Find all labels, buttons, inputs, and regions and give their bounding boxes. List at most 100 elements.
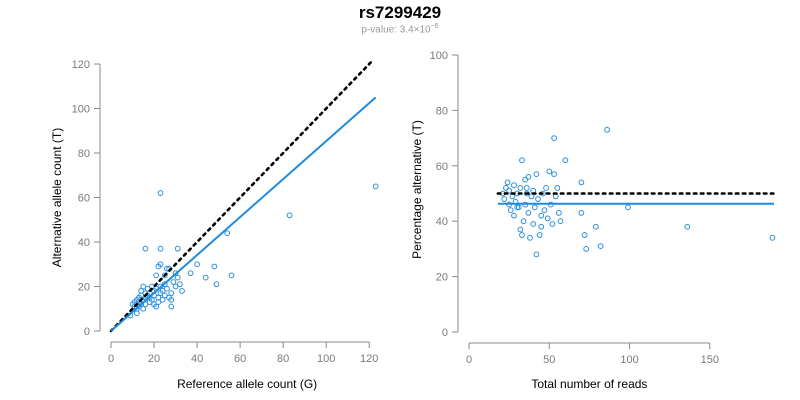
data-point — [155, 294, 162, 301]
data-point — [769, 234, 776, 241]
data-point — [174, 274, 181, 281]
data-point — [138, 288, 145, 294]
data-point — [527, 234, 533, 241]
y-axis-label: Percentage alternative (T) — [410, 120, 424, 259]
data-point — [161, 281, 168, 288]
fit-line — [110, 96, 377, 332]
x-axis-label: Reference allele count (G) — [177, 377, 317, 391]
data-point — [144, 285, 151, 292]
data-point — [533, 171, 540, 178]
data-point — [153, 303, 160, 310]
y-tick-label: 60 — [78, 193, 90, 205]
y-tick-label: 120 — [72, 59, 90, 71]
data-point — [578, 179, 585, 186]
data-point — [506, 187, 513, 194]
data-point — [530, 221, 537, 227]
data-point — [581, 232, 588, 238]
data-point — [133, 310, 140, 317]
x-tick-label: 120 — [360, 353, 378, 365]
y-tick-label: 0 — [84, 326, 90, 338]
y-tick-label: 80 — [78, 148, 90, 160]
data-point — [551, 171, 557, 178]
data-point — [168, 290, 175, 297]
data-point — [525, 173, 532, 180]
data-point — [286, 212, 293, 219]
data-point — [172, 283, 179, 290]
y-tick-label: 20 — [436, 272, 448, 284]
scatter-panel-left: 0 20 40 60 80 100 120 0 20 40 60 80 100 120 Reference … — [50, 58, 379, 391]
data-point — [211, 263, 218, 270]
data-point — [555, 209, 562, 216]
data-point — [597, 243, 604, 250]
data-point — [514, 204, 521, 211]
data-point — [140, 305, 147, 312]
data-point — [168, 296, 175, 303]
scatter-panel-right: 0 20 40 60 80 100 0 50 100 150 Total number of rea… — [410, 50, 776, 391]
data-point — [194, 261, 200, 268]
y-tick-label: 100 — [72, 104, 90, 116]
x-axis-label: Total number of reads — [531, 377, 647, 391]
data-point — [541, 207, 548, 214]
data-point — [538, 212, 545, 219]
data-point — [187, 270, 194, 277]
data-point — [164, 265, 170, 272]
data-point — [157, 245, 164, 252]
data-point — [520, 218, 527, 225]
data-point — [684, 223, 691, 230]
x-tick-label: 50 — [543, 354, 555, 366]
y-tick-label: 100 — [430, 50, 448, 62]
data-point — [159, 288, 166, 294]
data-point — [544, 215, 551, 222]
data-point — [554, 185, 561, 191]
data-point — [179, 288, 185, 294]
data-point — [157, 261, 164, 268]
x-tick-label: 0 — [108, 353, 114, 365]
data-point — [522, 176, 529, 183]
data-point — [228, 272, 235, 279]
data-point — [170, 279, 177, 285]
data-point — [504, 179, 511, 186]
data-point — [562, 157, 569, 164]
x-tick-label: 150 — [701, 354, 719, 366]
data-point — [543, 185, 549, 191]
data-point — [159, 296, 166, 303]
data-point — [604, 126, 610, 133]
data-point — [531, 204, 538, 211]
data-point — [535, 196, 541, 202]
data-point — [519, 232, 525, 238]
y-tick-label: 20 — [78, 282, 90, 294]
x-tick-label: 100 — [317, 353, 335, 365]
data-point — [533, 251, 540, 258]
data-point — [551, 135, 557, 142]
data-point — [519, 157, 525, 164]
y-tick-label: 80 — [436, 105, 448, 117]
p-value-text: p-value: 3.4×10 — [361, 24, 431, 36]
data-point — [161, 292, 168, 299]
data-point — [523, 185, 530, 191]
data-point — [511, 212, 517, 219]
data-point — [153, 272, 160, 279]
data-point — [507, 207, 514, 214]
x-tick-label: 60 — [234, 353, 246, 365]
p-value-exponent: −6 — [430, 23, 439, 30]
data-point — [176, 281, 183, 288]
data-point — [517, 185, 524, 191]
data-point — [549, 221, 556, 227]
data-point — [164, 285, 170, 292]
y-tick-label: 0 — [442, 327, 448, 339]
data-point — [174, 245, 181, 252]
data-point — [140, 283, 147, 290]
data-point — [224, 230, 231, 237]
y-tick-label: 40 — [78, 237, 90, 249]
chart-title: rs7299429 — [358, 3, 442, 22]
data-point — [546, 168, 553, 175]
x-tick-label: 0 — [466, 354, 472, 366]
data-point — [503, 185, 509, 191]
reference-line — [109, 58, 375, 333]
data-point — [168, 303, 175, 310]
x-tick-label: 100 — [620, 354, 638, 366]
data-point — [517, 226, 524, 233]
x-tick-label: 20 — [148, 353, 160, 365]
